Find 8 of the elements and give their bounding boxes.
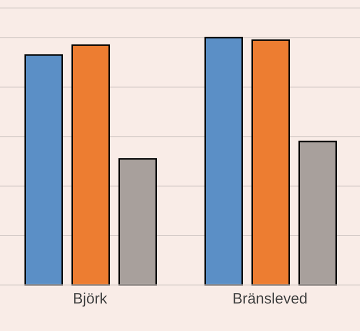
bar (251, 39, 290, 286)
bar (71, 44, 110, 286)
bar (298, 140, 337, 286)
x-tick-label: Björk (72, 290, 108, 308)
bar (204, 36, 243, 286)
x-tick-label: Bränsleved (232, 290, 308, 308)
bar (24, 54, 63, 286)
bar (118, 158, 157, 286)
